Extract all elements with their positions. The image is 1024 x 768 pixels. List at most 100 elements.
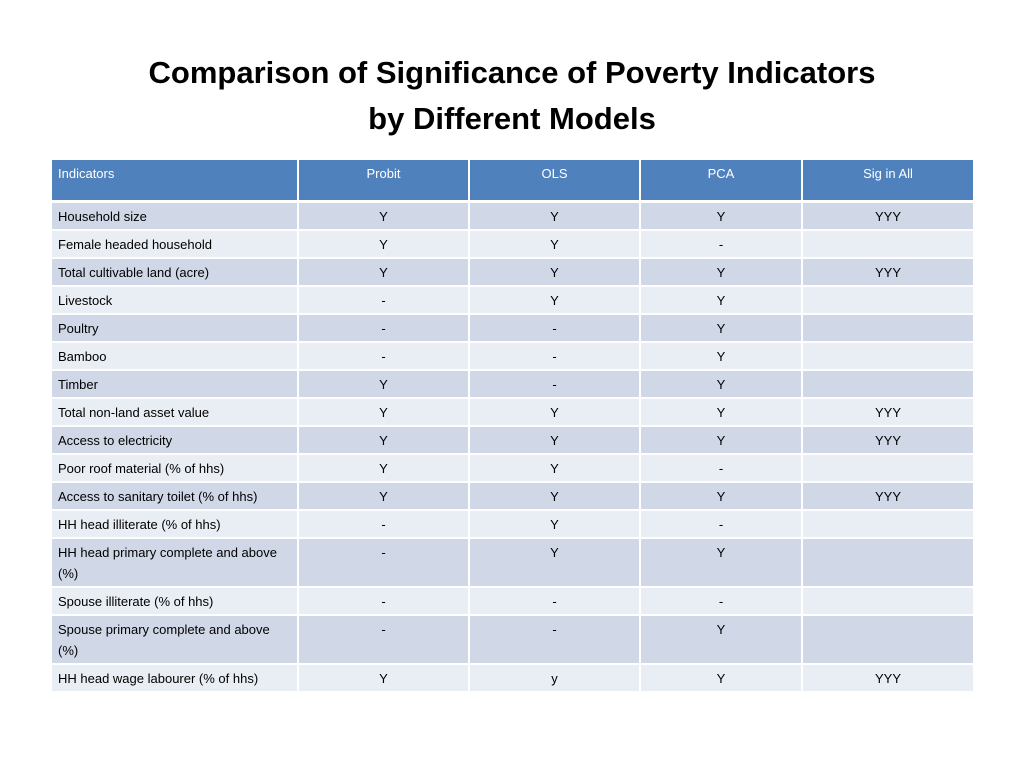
header-probit: Probit <box>298 160 470 203</box>
indicator-cell: Access to sanitary toilet (% of hhs) <box>52 481 299 511</box>
sig-in-all-cell: YYY <box>802 397 973 427</box>
probit-cell: Y <box>298 453 470 483</box>
table-row: Spouse illiterate (% of hhs) - - - <box>52 586 973 616</box>
pca-cell: Y <box>640 481 803 511</box>
indicator-cell: Total cultivable land (acre) <box>52 257 299 287</box>
slide-title: Comparison of Significance of Poverty In… <box>0 50 1024 142</box>
table-row: Access to sanitary toilet (% of hhs) Y Y Y Y… <box>52 481 973 511</box>
indicator-cell: Poor roof material (% of hhs) <box>52 453 299 483</box>
ols-cell: Y <box>469 453 641 483</box>
ols-cell: Y <box>469 285 641 315</box>
pca-cell: Y <box>640 397 803 427</box>
pca-cell: Y <box>640 257 803 287</box>
indicator-cell: Spouse illiterate (% of hhs) <box>52 586 299 616</box>
indicator-cell: Timber <box>52 369 299 399</box>
ols-cell: y <box>469 663 641 693</box>
probit-cell: - <box>298 285 470 315</box>
indicators-table: Indicators Probit OLS PCA Sig in All Hou… <box>52 160 973 693</box>
sig-in-all-cell <box>802 341 973 371</box>
pca-cell: - <box>640 229 803 259</box>
table-header: Indicators Probit OLS PCA Sig in All <box>52 160 973 203</box>
probit-cell: Y <box>298 481 470 511</box>
sig-in-all-cell <box>802 509 973 539</box>
table-row: Access to electricity Y Y Y YYY <box>52 425 973 455</box>
slide-title-line-1: Comparison of Significance of Poverty In… <box>148 55 876 90</box>
probit-cell: Y <box>298 229 470 259</box>
indicator-cell: HH head illiterate (% of hhs) <box>52 509 299 539</box>
table-row: HH head primary complete and above (%) - Y… <box>52 537 973 588</box>
pca-cell: - <box>640 453 803 483</box>
sig-in-all-cell <box>802 453 973 483</box>
ols-cell: Y <box>469 397 641 427</box>
probit-cell: Y <box>298 257 470 287</box>
pca-cell: - <box>640 586 803 616</box>
indicator-cell: Female headed household <box>52 229 299 259</box>
table-row: Poor roof material (% of hhs) Y Y - <box>52 453 973 483</box>
header-ols: OLS <box>469 160 641 203</box>
ols-cell: - <box>469 586 641 616</box>
sig-in-all-cell <box>802 586 973 616</box>
ols-cell: - <box>469 341 641 371</box>
table-row: Poultry - - Y <box>52 313 973 343</box>
slide-title-line-2: by Different Models <box>368 101 656 136</box>
table-row: Total non-land asset value Y Y Y YYY <box>52 397 973 427</box>
probit-cell: - <box>298 509 470 539</box>
sig-in-all-cell: YYY <box>802 425 973 455</box>
probit-cell: - <box>298 313 470 343</box>
header-indicators: Indicators <box>52 160 299 203</box>
pca-cell: Y <box>640 285 803 315</box>
probit-cell: - <box>298 537 470 588</box>
pca-cell: Y <box>640 369 803 399</box>
indicator-cell: Spouse primary complete and above (%) <box>52 614 299 665</box>
header-pca: PCA <box>640 160 803 203</box>
pca-cell: Y <box>640 425 803 455</box>
sig-in-all-cell: YYY <box>802 257 973 287</box>
pca-cell: Y <box>640 341 803 371</box>
ols-cell: - <box>469 369 641 399</box>
indicator-cell: Bamboo <box>52 341 299 371</box>
sig-in-all-cell: YYY <box>802 201 973 231</box>
table-row: Total cultivable land (acre) Y Y Y YYY <box>52 257 973 287</box>
probit-cell: - <box>298 341 470 371</box>
pca-cell: Y <box>640 663 803 693</box>
sig-in-all-cell: YYY <box>802 481 973 511</box>
probit-cell: Y <box>298 369 470 399</box>
indicator-cell: Total non-land asset value <box>52 397 299 427</box>
ols-cell: - <box>469 614 641 665</box>
table-body: Household size Y Y Y YYY Female headed househ… <box>52 201 973 693</box>
probit-cell: Y <box>298 397 470 427</box>
ols-cell: Y <box>469 257 641 287</box>
sig-in-all-cell <box>802 537 973 588</box>
ols-cell: Y <box>469 201 641 231</box>
probit-cell: Y <box>298 201 470 231</box>
probit-cell: - <box>298 586 470 616</box>
probit-cell: Y <box>298 425 470 455</box>
pca-cell: Y <box>640 201 803 231</box>
ols-cell: Y <box>469 229 641 259</box>
table-row: Timber Y - Y <box>52 369 973 399</box>
sig-in-all-cell <box>802 614 973 665</box>
indicator-cell: Poultry <box>52 313 299 343</box>
probit-cell: Y <box>298 663 470 693</box>
table-row: Bamboo - - Y <box>52 341 973 371</box>
indicator-cell: HH head wage labourer (% of hhs) <box>52 663 299 693</box>
table-row: HH head illiterate (% of hhs) - Y - <box>52 509 973 539</box>
ols-cell: Y <box>469 425 641 455</box>
table-row: Female headed household Y Y - <box>52 229 973 259</box>
ols-cell: Y <box>469 481 641 511</box>
table-row: Spouse primary complete and above (%) - - Y <box>52 614 973 665</box>
pca-cell: - <box>640 509 803 539</box>
indicator-cell: HH head primary complete and above (%) <box>52 537 299 588</box>
ols-cell: Y <box>469 509 641 539</box>
sig-in-all-cell: YYY <box>802 663 973 693</box>
pca-cell: Y <box>640 614 803 665</box>
ols-cell: Y <box>469 537 641 588</box>
sig-in-all-cell <box>802 285 973 315</box>
sig-in-all-cell <box>802 229 973 259</box>
sig-in-all-cell <box>802 369 973 399</box>
pca-cell: Y <box>640 313 803 343</box>
header-row: Indicators Probit OLS PCA Sig in All <box>52 160 973 203</box>
pca-cell: Y <box>640 537 803 588</box>
